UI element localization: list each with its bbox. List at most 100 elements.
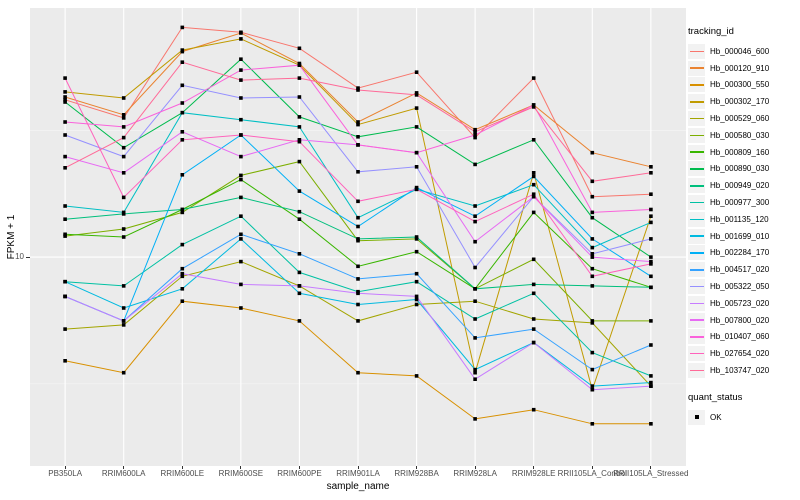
x-tick-mark (298, 466, 300, 469)
legend-item-label: Hb_000300_550 (710, 80, 770, 90)
x-tick-mark (181, 466, 183, 469)
data-point (356, 264, 360, 269)
data-point (649, 274, 653, 279)
data-point (414, 106, 419, 110)
y-axis-tick-label: 10 (15, 252, 24, 262)
data-point (356, 143, 360, 147)
legend-item-label: Hb_103747_020 (710, 366, 770, 376)
data-point (180, 207, 185, 212)
data-point (473, 287, 477, 291)
data-point (63, 98, 67, 102)
data-point (590, 387, 595, 392)
legend-item: Hb_000809_160 (688, 144, 800, 161)
data-point (590, 274, 595, 279)
data-point (649, 259, 653, 264)
data-point (473, 367, 477, 372)
data-point (180, 83, 185, 88)
data-point (239, 259, 243, 264)
data-point (531, 171, 536, 175)
legend-item: Hb_000949_020 (688, 177, 800, 194)
legend-item: Hb_002284_170 (688, 245, 800, 262)
data-point (63, 166, 67, 170)
legend-key-swatch (688, 211, 705, 227)
data-point (63, 204, 67, 208)
data-point (239, 68, 243, 72)
data-point (180, 173, 185, 177)
legend-item-label: Hb_005723_020 (710, 298, 770, 308)
data-point (590, 245, 595, 250)
legend-item-label: Hb_027654_020 (710, 349, 770, 359)
data-point (649, 207, 653, 212)
data-point (356, 86, 360, 90)
legend-key-swatch (688, 279, 705, 295)
data-point (356, 170, 360, 174)
data-point (239, 173, 243, 178)
legend-item: Hb_027654_020 (688, 345, 800, 362)
data-point (297, 217, 302, 221)
x-tick-label: RRIM901LA (336, 469, 380, 478)
data-point (180, 287, 185, 291)
quant-key-swatch (688, 409, 705, 425)
data-point (473, 265, 477, 270)
x-tick-mark (357, 466, 359, 469)
data-point (473, 130, 477, 134)
data-point (531, 192, 536, 196)
legend-key-swatch (688, 127, 705, 143)
legend-item-label: Hb_004517_020 (710, 265, 770, 275)
data-point (414, 150, 419, 155)
data-point (297, 63, 302, 67)
series-color-line (689, 369, 704, 372)
data-point (473, 370, 477, 375)
data-point (121, 319, 126, 323)
series-color-line (689, 168, 704, 170)
data-point (649, 214, 653, 218)
data-point (649, 237, 653, 241)
data-point (239, 31, 243, 35)
data-point (239, 37, 243, 41)
legend-key-swatch (688, 60, 705, 76)
x-tick-label: RRIM600LA (101, 469, 146, 478)
data-point (531, 282, 536, 287)
data-point (239, 282, 243, 287)
series-color-line (689, 134, 704, 137)
x-tick-mark (64, 466, 66, 469)
series-color-line (689, 201, 704, 204)
data-point (590, 194, 595, 199)
data-point (414, 271, 419, 276)
legend-item-label: Hb_001699_010 (710, 231, 770, 241)
data-point (414, 237, 419, 241)
x-tick-label: PB350LA (48, 469, 83, 478)
x-tick-mark (650, 466, 652, 469)
data-point (180, 210, 185, 215)
legend-item-label: Hb_000302_170 (710, 97, 770, 107)
data-point (473, 299, 477, 303)
legend-key-swatch (688, 329, 705, 345)
data-point (297, 95, 302, 99)
plot-panel (30, 8, 686, 466)
data-point (63, 90, 67, 94)
data-point (473, 377, 477, 381)
legend-item: Hb_005322_050 (688, 278, 800, 295)
quant-status-legend-items: OK (688, 409, 800, 426)
data-point (180, 110, 185, 115)
data-point (531, 182, 536, 187)
data-point (649, 192, 653, 196)
data-point (180, 299, 185, 303)
legend-key-swatch (688, 262, 705, 278)
data-point (649, 285, 653, 290)
data-point (297, 76, 302, 80)
data-point (649, 319, 653, 323)
data-point (590, 255, 595, 259)
data-point (63, 217, 67, 221)
x-tick-label: RRIM928BA (394, 469, 439, 478)
data-point (121, 171, 126, 175)
data-point (63, 294, 67, 299)
data-point (121, 113, 126, 117)
data-point (180, 266, 185, 271)
legend-item: Hb_007800_020 (688, 312, 800, 329)
data-point (180, 25, 185, 30)
data-point (239, 57, 243, 61)
series-color-line (689, 101, 704, 103)
x-tick-label: RRIM928LA (453, 469, 497, 478)
